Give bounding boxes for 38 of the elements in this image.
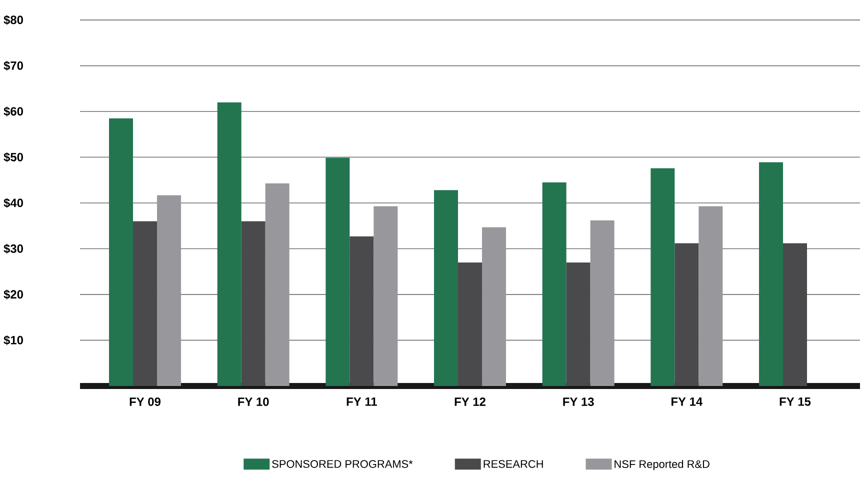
legend-label: NSF Reported R&D xyxy=(614,460,710,470)
bar xyxy=(374,206,398,386)
bar xyxy=(566,262,590,386)
x-tick-label: FY 09 xyxy=(130,398,160,406)
bar xyxy=(542,182,566,386)
y-tick-label: $10 xyxy=(4,335,23,346)
bar xyxy=(217,102,242,386)
bar xyxy=(458,262,482,386)
y-tick-label: $20 xyxy=(4,290,23,300)
bar xyxy=(241,221,266,386)
legend-label: RESEARCH xyxy=(484,460,543,468)
x-tick-label: FY 10 xyxy=(238,398,269,406)
bar xyxy=(109,118,134,386)
bar xyxy=(590,220,614,386)
legend-label: SPONSORED PROGRAMS* xyxy=(272,460,413,468)
bar xyxy=(482,227,506,386)
y-tick-label: $80 xyxy=(4,15,23,25)
bar xyxy=(133,221,158,386)
bar xyxy=(650,168,675,386)
x-tick-label: FY 14 xyxy=(672,398,703,406)
bar xyxy=(157,195,182,386)
bar xyxy=(698,206,723,386)
x-tick-label: FY 11 xyxy=(346,398,377,406)
y-tick-label: $30 xyxy=(4,244,23,254)
x-tick-label: FY 12 xyxy=(454,398,486,406)
y-tick-label: $50 xyxy=(4,152,23,162)
y-tick-label: $40 xyxy=(4,198,23,208)
bar xyxy=(759,162,784,386)
bar xyxy=(674,243,699,386)
x-tick-label: FY 15 xyxy=(780,398,811,406)
bar xyxy=(783,243,808,386)
bar xyxy=(265,183,290,386)
bar xyxy=(326,158,350,386)
x-tick-label: FY 13 xyxy=(563,398,594,406)
y-tick-label: $60 xyxy=(4,106,23,116)
bar xyxy=(434,190,458,386)
y-tick-label: $70 xyxy=(4,60,23,71)
bar xyxy=(350,236,374,386)
